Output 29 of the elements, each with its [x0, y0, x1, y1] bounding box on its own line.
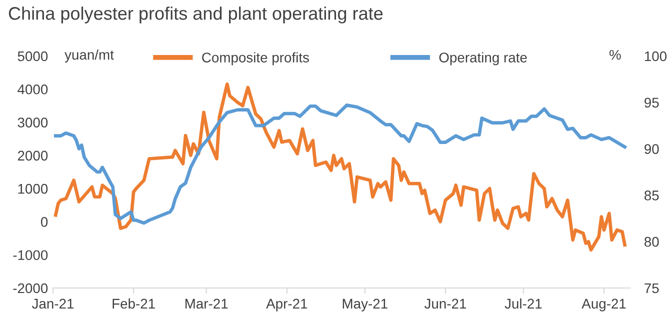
y-tick-label: -2000 [13, 283, 48, 294]
y-tick-label: 0 [40, 217, 48, 227]
chart-title: China polyester profits and plant operating rate [8, 6, 383, 24]
y2-tick-label: 75 [644, 283, 659, 294]
y-tick-label: 3000 [18, 118, 48, 128]
legend-label: Composite profits [202, 52, 309, 66]
y-tick-label: 1000 [18, 184, 48, 194]
x-tick-label: Aug-21 [582, 298, 626, 312]
line-series [54, 82, 626, 252]
y-tick-label: -1000 [13, 250, 48, 260]
y-tick-label: 4000 [18, 84, 48, 94]
line-series [54, 104, 626, 225]
legend-label: Operating rate [439, 52, 527, 66]
y2-tick-label: 95 [644, 98, 659, 108]
x-tick-label: May-21 [342, 298, 388, 312]
x-tick-label: Apr-21 [266, 298, 308, 312]
x-tick-label: Jun-21 [424, 298, 466, 309]
y2-tick-label: 85 [644, 190, 659, 200]
y2-tick-label: 90 [644, 144, 659, 154]
y2-tick-label: 80 [644, 236, 659, 247]
y-tick-label: 2000 [18, 150, 48, 161]
x-tick-label: Feb-21 [112, 298, 155, 309]
y-axis-title: yuan/mt [64, 50, 114, 62]
y2-tick-label: 100 [644, 51, 667, 62]
y-tick-label: 5000 [18, 51, 48, 62]
x-tick-label: Mar-21 [185, 298, 228, 309]
x-tick-label: Jan-21 [32, 298, 74, 309]
y2-axis-title: % [609, 50, 621, 60]
x-tick-label: Jul-21 [504, 298, 542, 309]
